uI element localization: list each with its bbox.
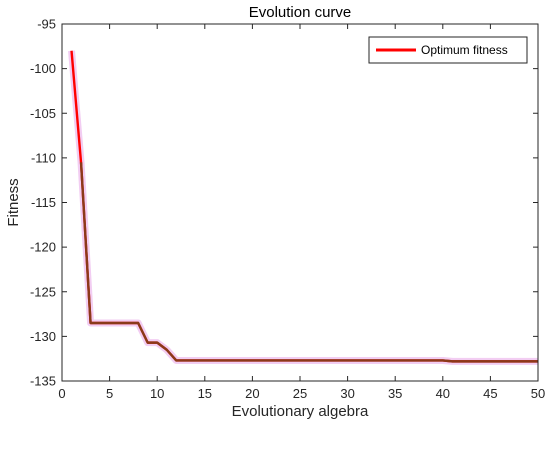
y-tick-label: -95 bbox=[37, 17, 56, 32]
x-tick-label: 25 bbox=[293, 386, 307, 401]
x-axis-title: Evolutionary algebra bbox=[232, 403, 369, 420]
ticks-layer: 0 5 10 15 20 25 30 35 40 45 50 -95 -100 -105 -110 -115 -… bbox=[30, 17, 545, 402]
y-tick-label: -130 bbox=[30, 329, 56, 344]
y-tick-label: -110 bbox=[31, 150, 56, 165]
x-tick-label: 15 bbox=[198, 386, 212, 401]
y-tick-label: -125 bbox=[30, 284, 56, 299]
y-tick-label: -105 bbox=[30, 106, 56, 121]
x-tick-label: 40 bbox=[436, 386, 450, 401]
plot-area bbox=[62, 24, 538, 381]
x-tick-label: 50 bbox=[531, 386, 545, 401]
x-tick-label: 0 bbox=[58, 386, 65, 401]
x-tick-label: 35 bbox=[388, 386, 402, 401]
chart-title: Evolution curve bbox=[249, 4, 352, 21]
series-line-overlay bbox=[79, 162, 538, 363]
x-tick-label: 45 bbox=[483, 386, 497, 401]
series-layer bbox=[70, 50, 538, 363]
legend: Optimum fitness bbox=[368, 36, 528, 64]
plot-background bbox=[62, 24, 538, 381]
y-tick-label: -120 bbox=[30, 240, 56, 255]
y-axis-title: Fitness bbox=[5, 178, 22, 226]
y-tick-label: -135 bbox=[30, 374, 56, 389]
legend-label-optimum-fitness: Optimum fitness bbox=[421, 43, 508, 57]
y-tick-label: -100 bbox=[30, 61, 56, 76]
x-tick-label: 5 bbox=[106, 386, 113, 401]
x-tick-label: 30 bbox=[340, 386, 354, 401]
x-tick-label: 20 bbox=[245, 386, 259, 401]
y-tick-label: -115 bbox=[31, 195, 56, 210]
x-tick-label: 10 bbox=[150, 386, 164, 401]
